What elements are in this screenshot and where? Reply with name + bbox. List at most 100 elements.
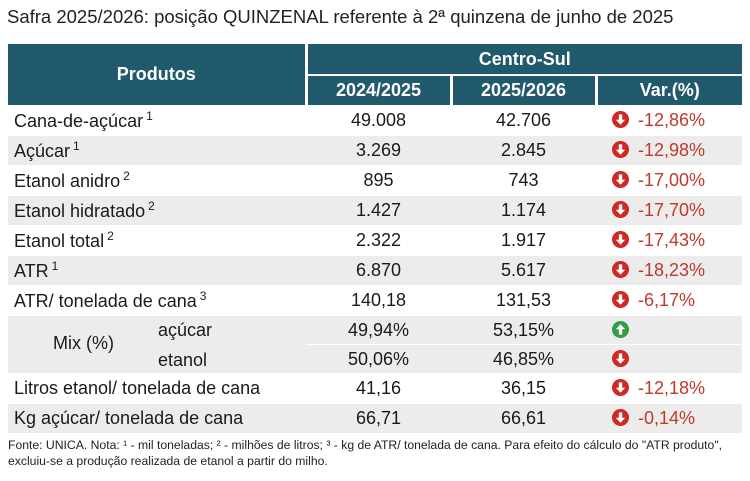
variation-value: -12,86% (638, 110, 706, 130)
arrow-down-circle-icon (612, 171, 629, 188)
value-2024-2025: 895 (306, 165, 451, 196)
footnote-marker: 2 (148, 199, 155, 213)
value-2025-2026: 66,61 (451, 403, 596, 433)
variation-cell: -6,17% (596, 285, 743, 316)
variation-cell: -12,98% (596, 135, 743, 166)
table-row-mix-acucar: Mix (%) açúcar etanol 49,94% 53,15% (8, 315, 743, 374)
mix-label: Mix (%) (53, 333, 114, 353)
header-region: Centro-Sul (306, 44, 743, 75)
variation-value: -17,00% (638, 170, 706, 190)
value-2024-2025: 6.870 (306, 255, 451, 286)
mix-acucar-trend-cell (596, 315, 743, 345)
value-2024-2025: 49.008 (306, 105, 451, 136)
footnote-marker: 1 (146, 109, 153, 123)
variation-value: -17,70% (638, 200, 706, 220)
value-2024-2025: 3.269 (306, 135, 451, 166)
row-label-cell: Litros etanol/ tonelada de cana (8, 373, 306, 404)
row-label-cell: Etanol total 2 (8, 225, 306, 256)
header-produtos: Produtos (8, 44, 308, 106)
variation-value: -17,43% (638, 230, 706, 250)
footnote: Fonte: UNICA. Nota: ¹ - mil toneladas; ²… (8, 438, 723, 468)
value-2025-2026: 1.917 (451, 225, 596, 256)
arrow-down-circle-icon (612, 231, 629, 248)
footnote-marker: 1 (73, 139, 80, 153)
arrow-down-circle-icon (612, 111, 629, 128)
arrow-down-circle-icon (612, 349, 629, 367)
row-label: Etanol hidratado (14, 201, 146, 221)
row-label: Cana-de-açúcar (14, 111, 144, 131)
page-title: Safra 2025/2026: posição QUINZENAL refer… (7, 6, 674, 27)
table-row: Etanol hidratado 2 1.427 1.174 -17,70% (8, 195, 743, 226)
row-label-cell: Kg açúcar/ tonelada de cana (8, 403, 306, 433)
variation-cell: -0,14% (596, 403, 743, 433)
footnote-marker: 3 (199, 289, 207, 303)
value-2025-2026: 131,53 (451, 285, 596, 316)
table-row-mix-etanol: 50,06% 46,85% (8, 344, 743, 374)
table-row: Litros etanol/ tonelada de cana 41,16 36,1… (8, 373, 743, 404)
arrow-down-circle-icon (612, 291, 629, 308)
mix-acucar-prev: 49,94% (306, 315, 451, 345)
row-label: Etanol anidro (14, 171, 121, 191)
value-2025-2026: 42.706 (451, 105, 596, 136)
mix-acucar-curr: 53,15% (451, 315, 596, 345)
value-2025-2026: 1.174 (451, 195, 596, 226)
table-row: Cana-de-açúcar 1 49.008 42.706 -12,86% (8, 105, 743, 136)
row-label-cell: Cana-de-açúcar 1 (8, 105, 306, 136)
value-2025-2026: 2.845 (451, 135, 596, 166)
row-label: Litros etanol/ tonelada de cana (14, 378, 261, 398)
arrow-down-circle-icon (612, 261, 629, 278)
row-label: Kg açúcar/ tonelada de cana (14, 408, 244, 428)
variation-cell: -17,43% (596, 225, 743, 256)
mix-etanol-label: etanol (158, 350, 208, 370)
value-2025-2026: 36,15 (451, 373, 596, 404)
variation-value: -12,98% (638, 140, 706, 160)
row-label: Etanol total (14, 231, 105, 251)
value-2024-2025: 140,18 (306, 285, 451, 316)
mix-acucar-label: açúcar (158, 320, 213, 340)
table-row: ATR 1 6.870 5.617 -18,23% (8, 255, 743, 286)
footnote-marker: 1 (51, 259, 59, 273)
arrow-down-circle-icon (612, 379, 629, 396)
arrow-down-circle-icon (612, 409, 629, 426)
variation-cell: -12,18% (596, 373, 743, 404)
value-2024-2025: 2.322 (306, 225, 451, 256)
table-row: Açúcar 1 3.269 2.845 -12,98% (8, 135, 743, 166)
header-col-var: Var.(%) (594, 74, 743, 106)
table-row: ATR/ tonelada de cana 3 140,18 131,53 -6,17% (8, 285, 743, 316)
variation-value: -6,17% (638, 290, 696, 310)
value-2024-2025: 66,71 (306, 403, 451, 433)
variation-value: -0,14% (638, 408, 696, 428)
variation-value: -18,23% (638, 260, 706, 280)
variation-cell: -17,00% (596, 165, 743, 196)
arrow-down-circle-icon (612, 201, 629, 218)
footnote-marker: 2 (123, 169, 130, 183)
table-row: Etanol anidro 2 895 743 -17,00% (8, 165, 743, 196)
mix-etanol-trend-cell (596, 344, 743, 374)
header-col-curr: 2025/2026 (449, 74, 596, 106)
row-label: ATR (14, 261, 49, 281)
row-label: ATR/ tonelada de cana (14, 291, 197, 311)
variation-cell: -17,70% (596, 195, 743, 226)
row-label: Açúcar (14, 141, 71, 161)
harvest-table: Produtos Centro-Sul 2024/2025 2025/2026 … (8, 44, 743, 433)
row-label-cell: ATR/ tonelada de cana 3 (8, 285, 306, 316)
mix-etanol-curr: 46,85% (451, 344, 596, 374)
value-2024-2025: 41,16 (306, 373, 451, 404)
row-label-cell: ATR 1 (8, 255, 306, 286)
arrow-up-circle-icon (612, 320, 629, 338)
variation-value: -12,18% (638, 378, 706, 398)
header-col-prev: 2024/2025 (306, 74, 451, 106)
mix-label-cell: Mix (%) açúcar etanol (8, 315, 306, 374)
footnote-marker: 2 (107, 229, 114, 243)
arrow-down-circle-icon (612, 141, 629, 158)
row-label-cell: Etanol hidratado 2 (8, 195, 306, 226)
value-2025-2026: 5.617 (451, 255, 596, 286)
value-2025-2026: 743 (451, 165, 596, 196)
table-row: Kg açúcar/ tonelada de cana 66,71 66,61 -0,… (8, 403, 743, 433)
row-label-cell: Açúcar 1 (8, 135, 306, 166)
variation-cell: -12,86% (596, 105, 743, 136)
variation-cell: -18,23% (596, 255, 743, 286)
table-row: Etanol total 2 2.322 1.917 -17,43% (8, 225, 743, 256)
mix-etanol-prev: 50,06% (306, 344, 451, 374)
row-label-cell: Etanol anidro 2 (8, 165, 306, 196)
